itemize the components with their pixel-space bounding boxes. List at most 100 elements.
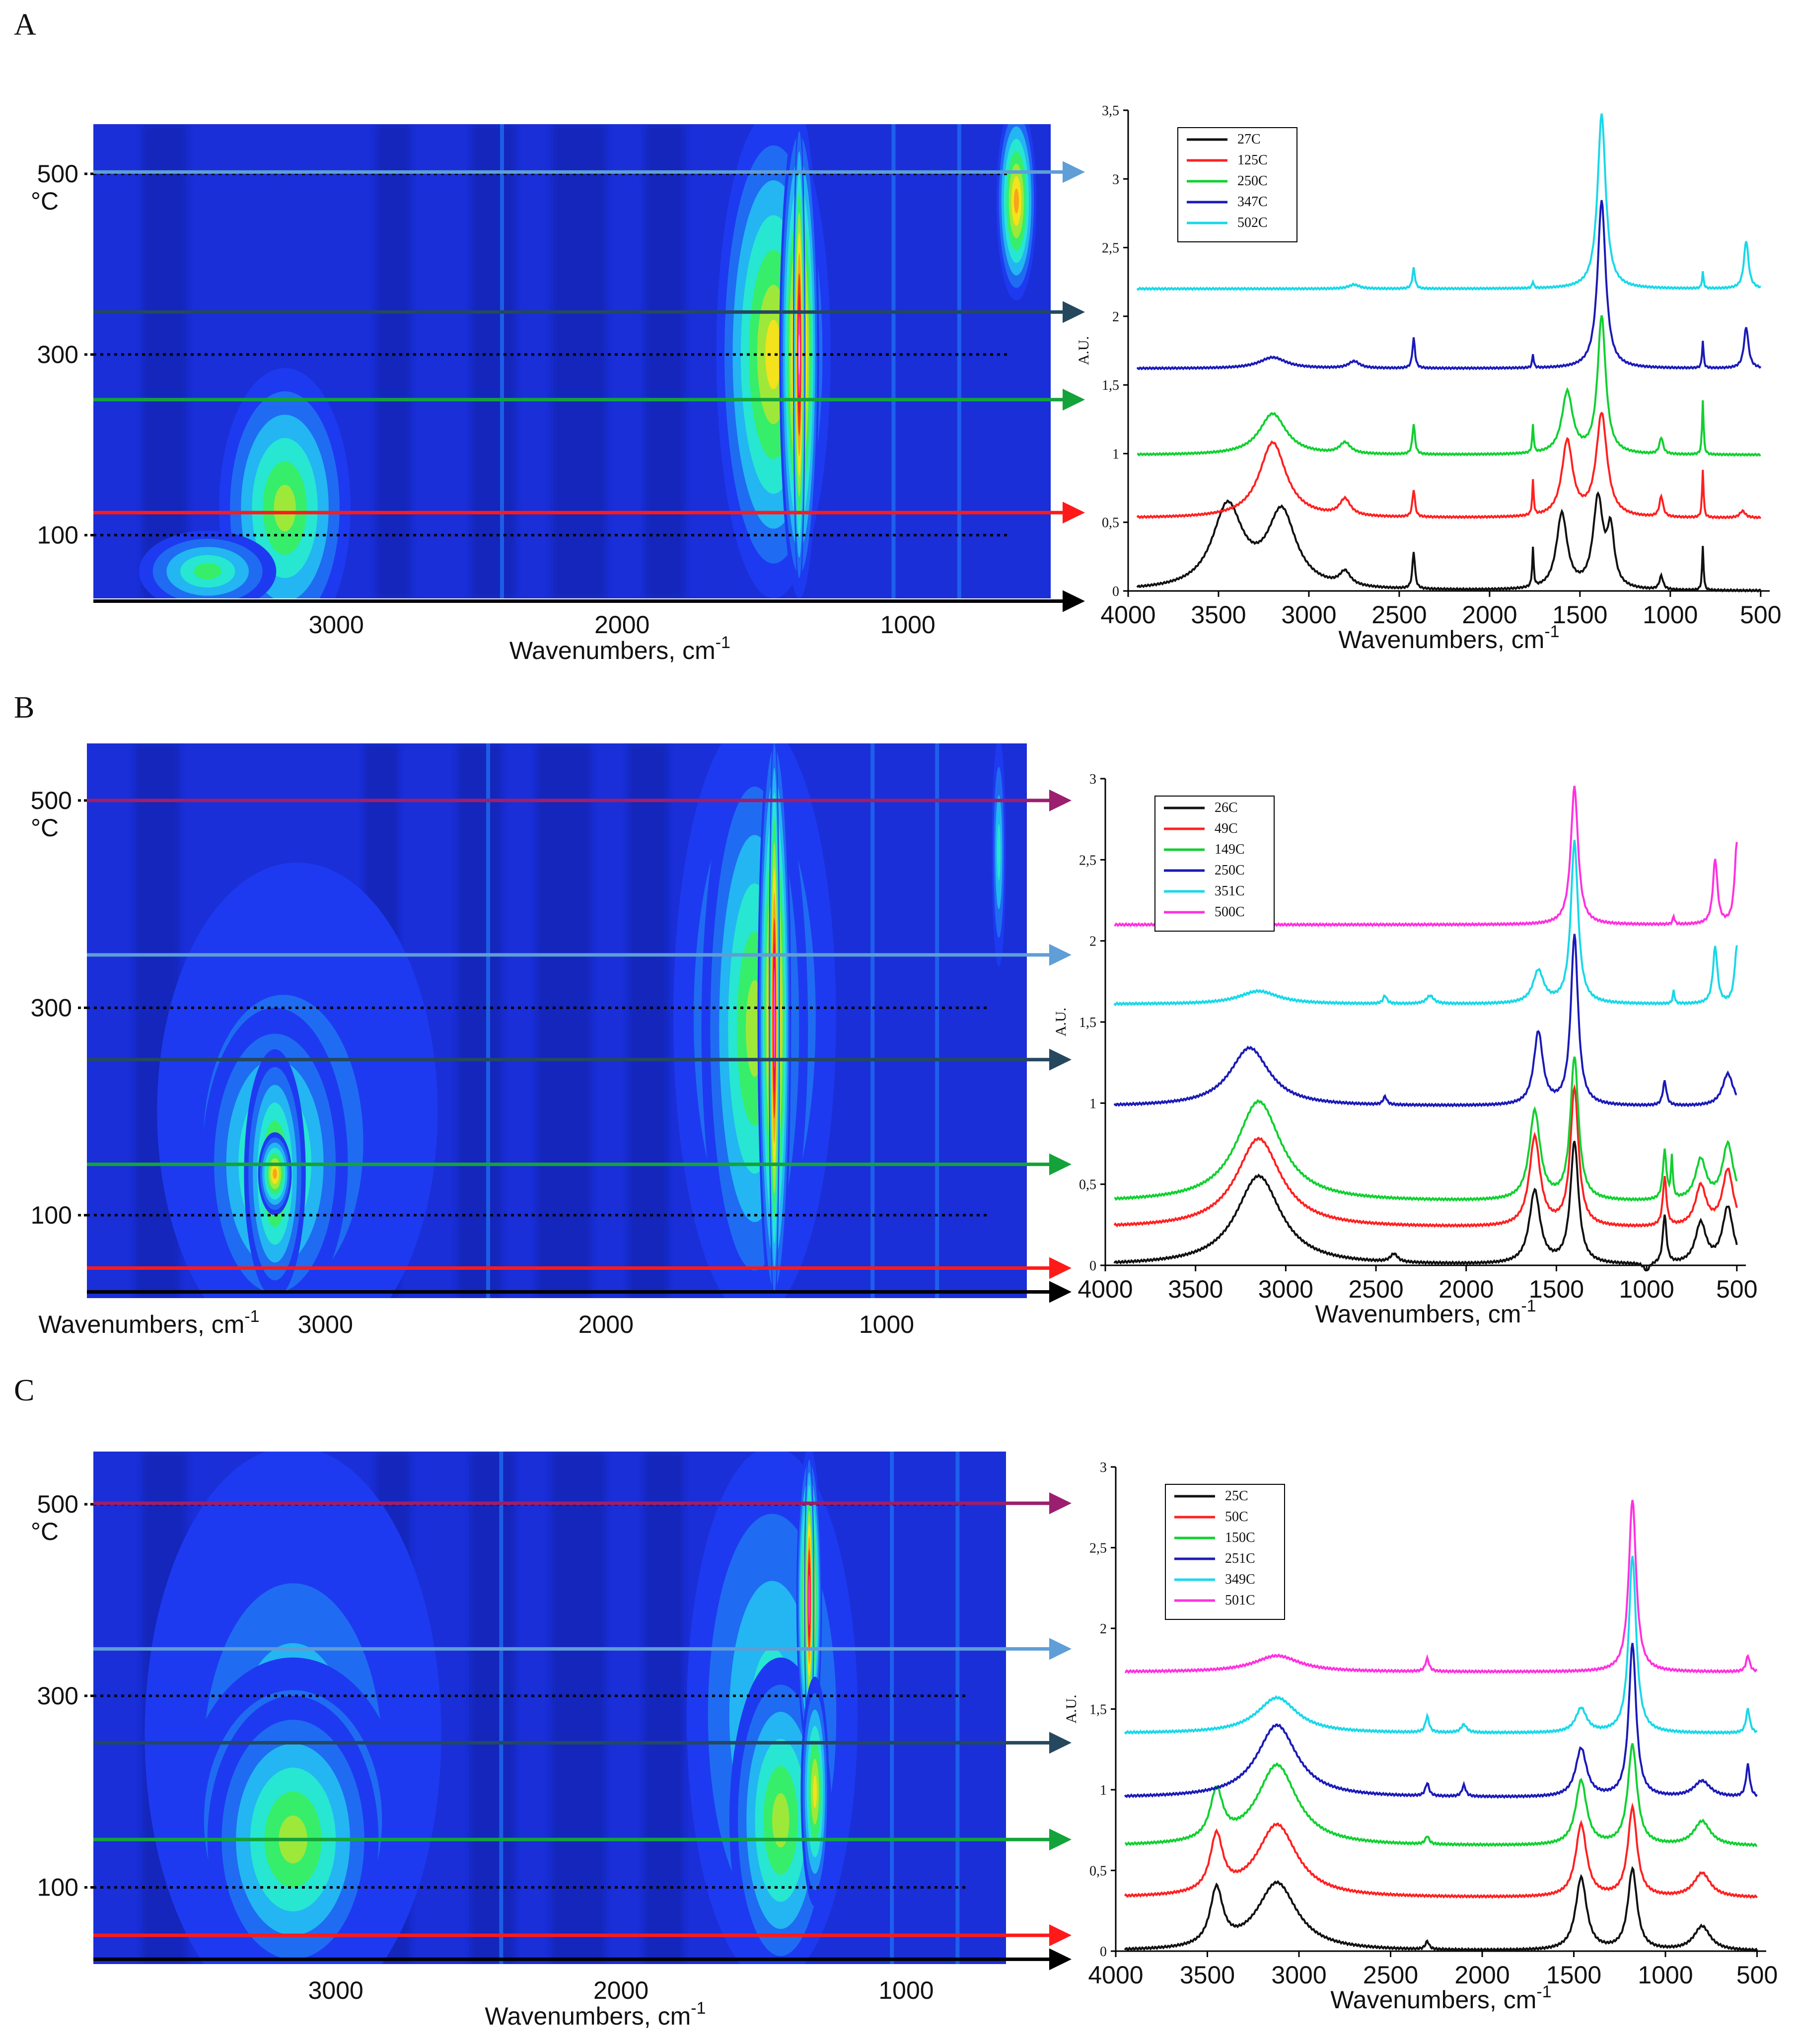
- temperature-arrow-head: [1049, 1153, 1072, 1175]
- series-line-250C: [1113, 934, 1737, 1108]
- temperature-arrow-head: [1049, 1492, 1072, 1515]
- series-line-25C: [1124, 1866, 1758, 1953]
- legend-label: 49C: [1215, 821, 1238, 836]
- y-tick-label: 1: [1112, 446, 1119, 462]
- legend-box: [1165, 1484, 1285, 1620]
- temperature-tick-label: 500: [37, 160, 78, 188]
- temperature-tick-label: 300: [31, 994, 72, 1022]
- heatmap-x-tick: 1000: [880, 611, 935, 639]
- y-tick-label: 1: [1089, 1096, 1096, 1111]
- y-tick-label: 2: [1100, 1621, 1107, 1637]
- series-line-149C: [1114, 1056, 1738, 1202]
- temperature-arrow-head: [1049, 1732, 1072, 1754]
- series-line-502C: [1136, 113, 1762, 292]
- heatmap-dark-band: [536, 743, 591, 1298]
- series-line-349C: [1124, 1555, 1758, 1735]
- y-tick-label: 3: [1112, 172, 1119, 187]
- heatmap: 500 300 100 °C 3000 2000 1000 Wavenumbers, cm-1: [31, 743, 1072, 1338]
- heatmap-contour-level: [273, 1168, 277, 1179]
- x-axis-superscript: -1: [1544, 622, 1559, 641]
- panel-label: B: [14, 691, 34, 725]
- x-axis-title: Wavenumbers, cm-1: [1330, 1982, 1551, 2014]
- heatmap-contours: [135, 743, 1006, 1298]
- x-tick-label: 3500: [1180, 1961, 1235, 1989]
- temperature-arrow-head: [1063, 590, 1085, 612]
- heatmap-contours: [139, 124, 1037, 598]
- legend-label: 502C: [1237, 215, 1268, 230]
- x-axis-title: Wavenumbers, cm-1: [1338, 622, 1559, 654]
- legend-label: 149C: [1215, 842, 1245, 857]
- heatmap-contour-level: [808, 1574, 810, 1626]
- x-tick-label: 4000: [1088, 1961, 1143, 1989]
- heatmap-band-line: [935, 743, 939, 1298]
- heatmap-dark-band: [644, 1452, 684, 1964]
- heatmap-contour-level: [194, 563, 221, 580]
- x-tick-label: 2000: [1438, 1275, 1494, 1303]
- y-tick-label: 2: [1112, 309, 1119, 325]
- series-line-251C: [1124, 1643, 1758, 1799]
- temperature-unit: °C: [31, 1518, 59, 1545]
- heatmap-dark-band: [551, 1452, 606, 1964]
- x-tick-label: 2500: [1371, 601, 1427, 629]
- x-tick-label: 1000: [1619, 1275, 1674, 1303]
- heatmap-band-line: [486, 743, 491, 1298]
- heatmap-band-line: [955, 1452, 960, 1964]
- heatmap-x-axis-superscript: -1: [244, 1307, 259, 1326]
- y-axis-title: A.U.: [1076, 336, 1092, 365]
- y-tick-label: 0: [1112, 584, 1119, 599]
- legend-label: 27C: [1237, 132, 1261, 147]
- legend-label: 251C: [1225, 1551, 1255, 1566]
- heatmap-dark-band: [457, 743, 503, 1298]
- legend-label: 26C: [1215, 800, 1238, 815]
- legend-label: 500C: [1215, 904, 1245, 920]
- y-tick-label: 2,5: [1079, 853, 1096, 868]
- heatmap-band-line: [870, 743, 875, 1298]
- heatmap-contours: [142, 1452, 960, 1964]
- temperature-unit: °C: [31, 187, 59, 215]
- y-tick-label: 1,5: [1079, 1015, 1096, 1030]
- heatmap: 500 300 100 °C 3000 2000 1000 Wavenumbers, cm-1: [31, 1452, 1072, 2030]
- temperature-arrow-head: [1049, 1638, 1072, 1660]
- heatmap-dark-band: [470, 1452, 515, 1964]
- y-tick-label: 1: [1100, 1783, 1107, 1798]
- legend-label: 125C: [1237, 152, 1268, 168]
- heatmap-band-line: [500, 124, 504, 598]
- temperature-tick-label: 100: [37, 521, 78, 549]
- heatmap-contour-level: [997, 823, 1001, 881]
- heatmap-dark-band: [471, 124, 516, 598]
- series-line-501C: [1125, 1500, 1758, 1675]
- x-tick-label: 500: [1736, 1961, 1778, 1989]
- x-tick-label: 2500: [1363, 1961, 1418, 1989]
- heatmap-x-axis-title: Wavenumbers, cm-1: [38, 1307, 259, 1338]
- heatmap-x-axis-superscript: -1: [691, 1999, 706, 2018]
- heatmap-x-tick: 2000: [594, 611, 649, 639]
- y-tick-label: 2,5: [1102, 241, 1119, 256]
- series-line-50C: [1124, 1802, 1758, 1899]
- x-axis-superscript: -1: [1536, 1982, 1551, 2001]
- heatmap-contour-level: [773, 968, 776, 1069]
- y-tick-label: 3: [1100, 1460, 1107, 1475]
- y-tick-label: 0: [1100, 1944, 1107, 1960]
- y-tick-label: 0: [1089, 1258, 1096, 1274]
- y-tick-label: 0,5: [1102, 515, 1119, 531]
- heatmap-x-tick: 2000: [593, 1976, 648, 2004]
- x-tick-label: 1500: [1546, 1961, 1601, 1989]
- series-line-250C: [1137, 315, 1761, 457]
- panel-c: C 500 300 100 °C 3000 2000 1000 Wavenumbers, cm-…: [14, 1374, 1778, 2030]
- heatmap-contour-level: [772, 1793, 790, 1848]
- x-tick-label: 2000: [1454, 1961, 1509, 1989]
- x-tick-label: 500: [1740, 601, 1781, 629]
- temperature-unit: °C: [31, 814, 59, 842]
- heatmap-x-tick: 2000: [578, 1311, 634, 1338]
- spectra-chart: 0 0,5 1 1,5 2 2,5 3 4000 3500 3000 2500 2000 1500 100…: [1053, 772, 1758, 1328]
- temperature-tick-label: 500: [31, 787, 72, 814]
- x-tick-label: 3500: [1191, 601, 1246, 629]
- heatmap-contour-level: [798, 334, 800, 375]
- temperature-tick-label: 500: [37, 1490, 78, 1518]
- temperature-arrow-head: [1049, 1281, 1072, 1303]
- heatmap-dark-band: [628, 743, 668, 1298]
- y-tick-label: 1,5: [1102, 378, 1119, 393]
- legend-label: 250C: [1237, 173, 1268, 189]
- panel-b: B 500 300 100 °C 3000 2000 1000 Wavenumbers, cm-…: [14, 691, 1758, 1338]
- heatmap-x-tick: 3000: [298, 1311, 353, 1338]
